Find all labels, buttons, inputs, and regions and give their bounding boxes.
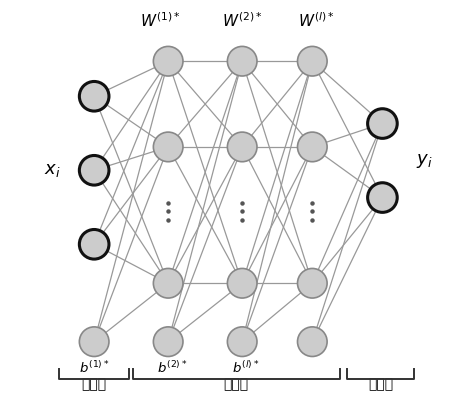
Circle shape [297,132,327,162]
Circle shape [227,46,257,76]
Text: $b^{(1)*}$: $b^{(1)*}$ [79,360,109,376]
Text: $b^{(2)*}$: $b^{(2)*}$ [157,360,187,376]
Text: 隐藏层: 隐藏层 [224,377,249,392]
Text: 输出层: 输出层 [368,377,393,392]
Circle shape [154,132,183,162]
Text: 输入层: 输入层 [82,377,107,392]
Text: $W^{(1)*}$: $W^{(1)*}$ [140,11,181,30]
Circle shape [297,327,327,356]
Circle shape [297,268,327,298]
Text: $y_i$: $y_i$ [416,152,433,169]
Circle shape [367,183,397,212]
Circle shape [227,268,257,298]
Circle shape [227,327,257,356]
Circle shape [79,156,109,185]
Text: $W^{(2)*}$: $W^{(2)*}$ [222,11,262,30]
Circle shape [79,327,109,356]
Circle shape [154,268,183,298]
Circle shape [154,327,183,356]
Text: $x_i$: $x_i$ [44,161,60,179]
Text: $W^{(l)*}$: $W^{(l)*}$ [298,11,335,30]
Text: $b^{(l)*}$: $b^{(l)*}$ [232,360,260,376]
Circle shape [297,46,327,76]
Circle shape [79,82,109,111]
Circle shape [227,132,257,162]
Circle shape [154,46,183,76]
Circle shape [367,109,397,138]
Circle shape [79,230,109,259]
